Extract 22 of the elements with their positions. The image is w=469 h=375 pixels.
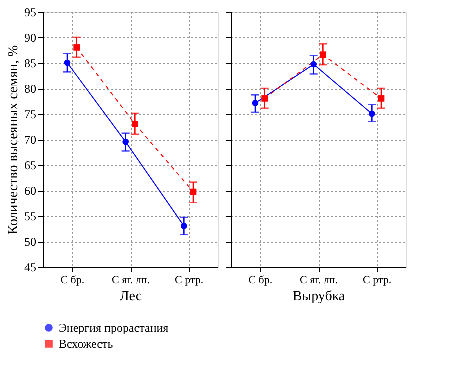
y-tick-label: 60 xyxy=(24,184,36,198)
x-tick-label: С ртр. xyxy=(175,274,204,286)
y-tick-label: 95 xyxy=(24,6,36,20)
legend-label: Всхожесть xyxy=(59,337,114,351)
x-axis-title: Лес xyxy=(120,290,142,304)
x-tick-label: С яг. лп. xyxy=(112,274,150,286)
y-tick-label: 80 xyxy=(24,82,36,96)
y-tick-label: 50 xyxy=(24,235,36,249)
y-tick-label: 75 xyxy=(24,108,36,122)
legend-label: Энергия прорастания xyxy=(59,321,170,335)
x-axis-title: Вырубка xyxy=(292,290,346,304)
y-tick-label: 85 xyxy=(24,56,36,70)
y-tick-label: 45 xyxy=(24,260,36,274)
y-tick-label: 65 xyxy=(24,158,36,172)
x-tick-label: С бр. xyxy=(60,274,85,286)
x-tick-label: С бр. xyxy=(248,274,273,286)
x-tick-label: С яг. лп. xyxy=(300,274,338,286)
y-tick-label: 55 xyxy=(24,210,36,224)
x-tick-label: С ртр. xyxy=(363,274,392,286)
y-tick-label: 70 xyxy=(24,133,36,147)
y-axis-title: Количество высеяных семян, % xyxy=(6,44,22,235)
y-tick-label: 90 xyxy=(24,31,36,45)
